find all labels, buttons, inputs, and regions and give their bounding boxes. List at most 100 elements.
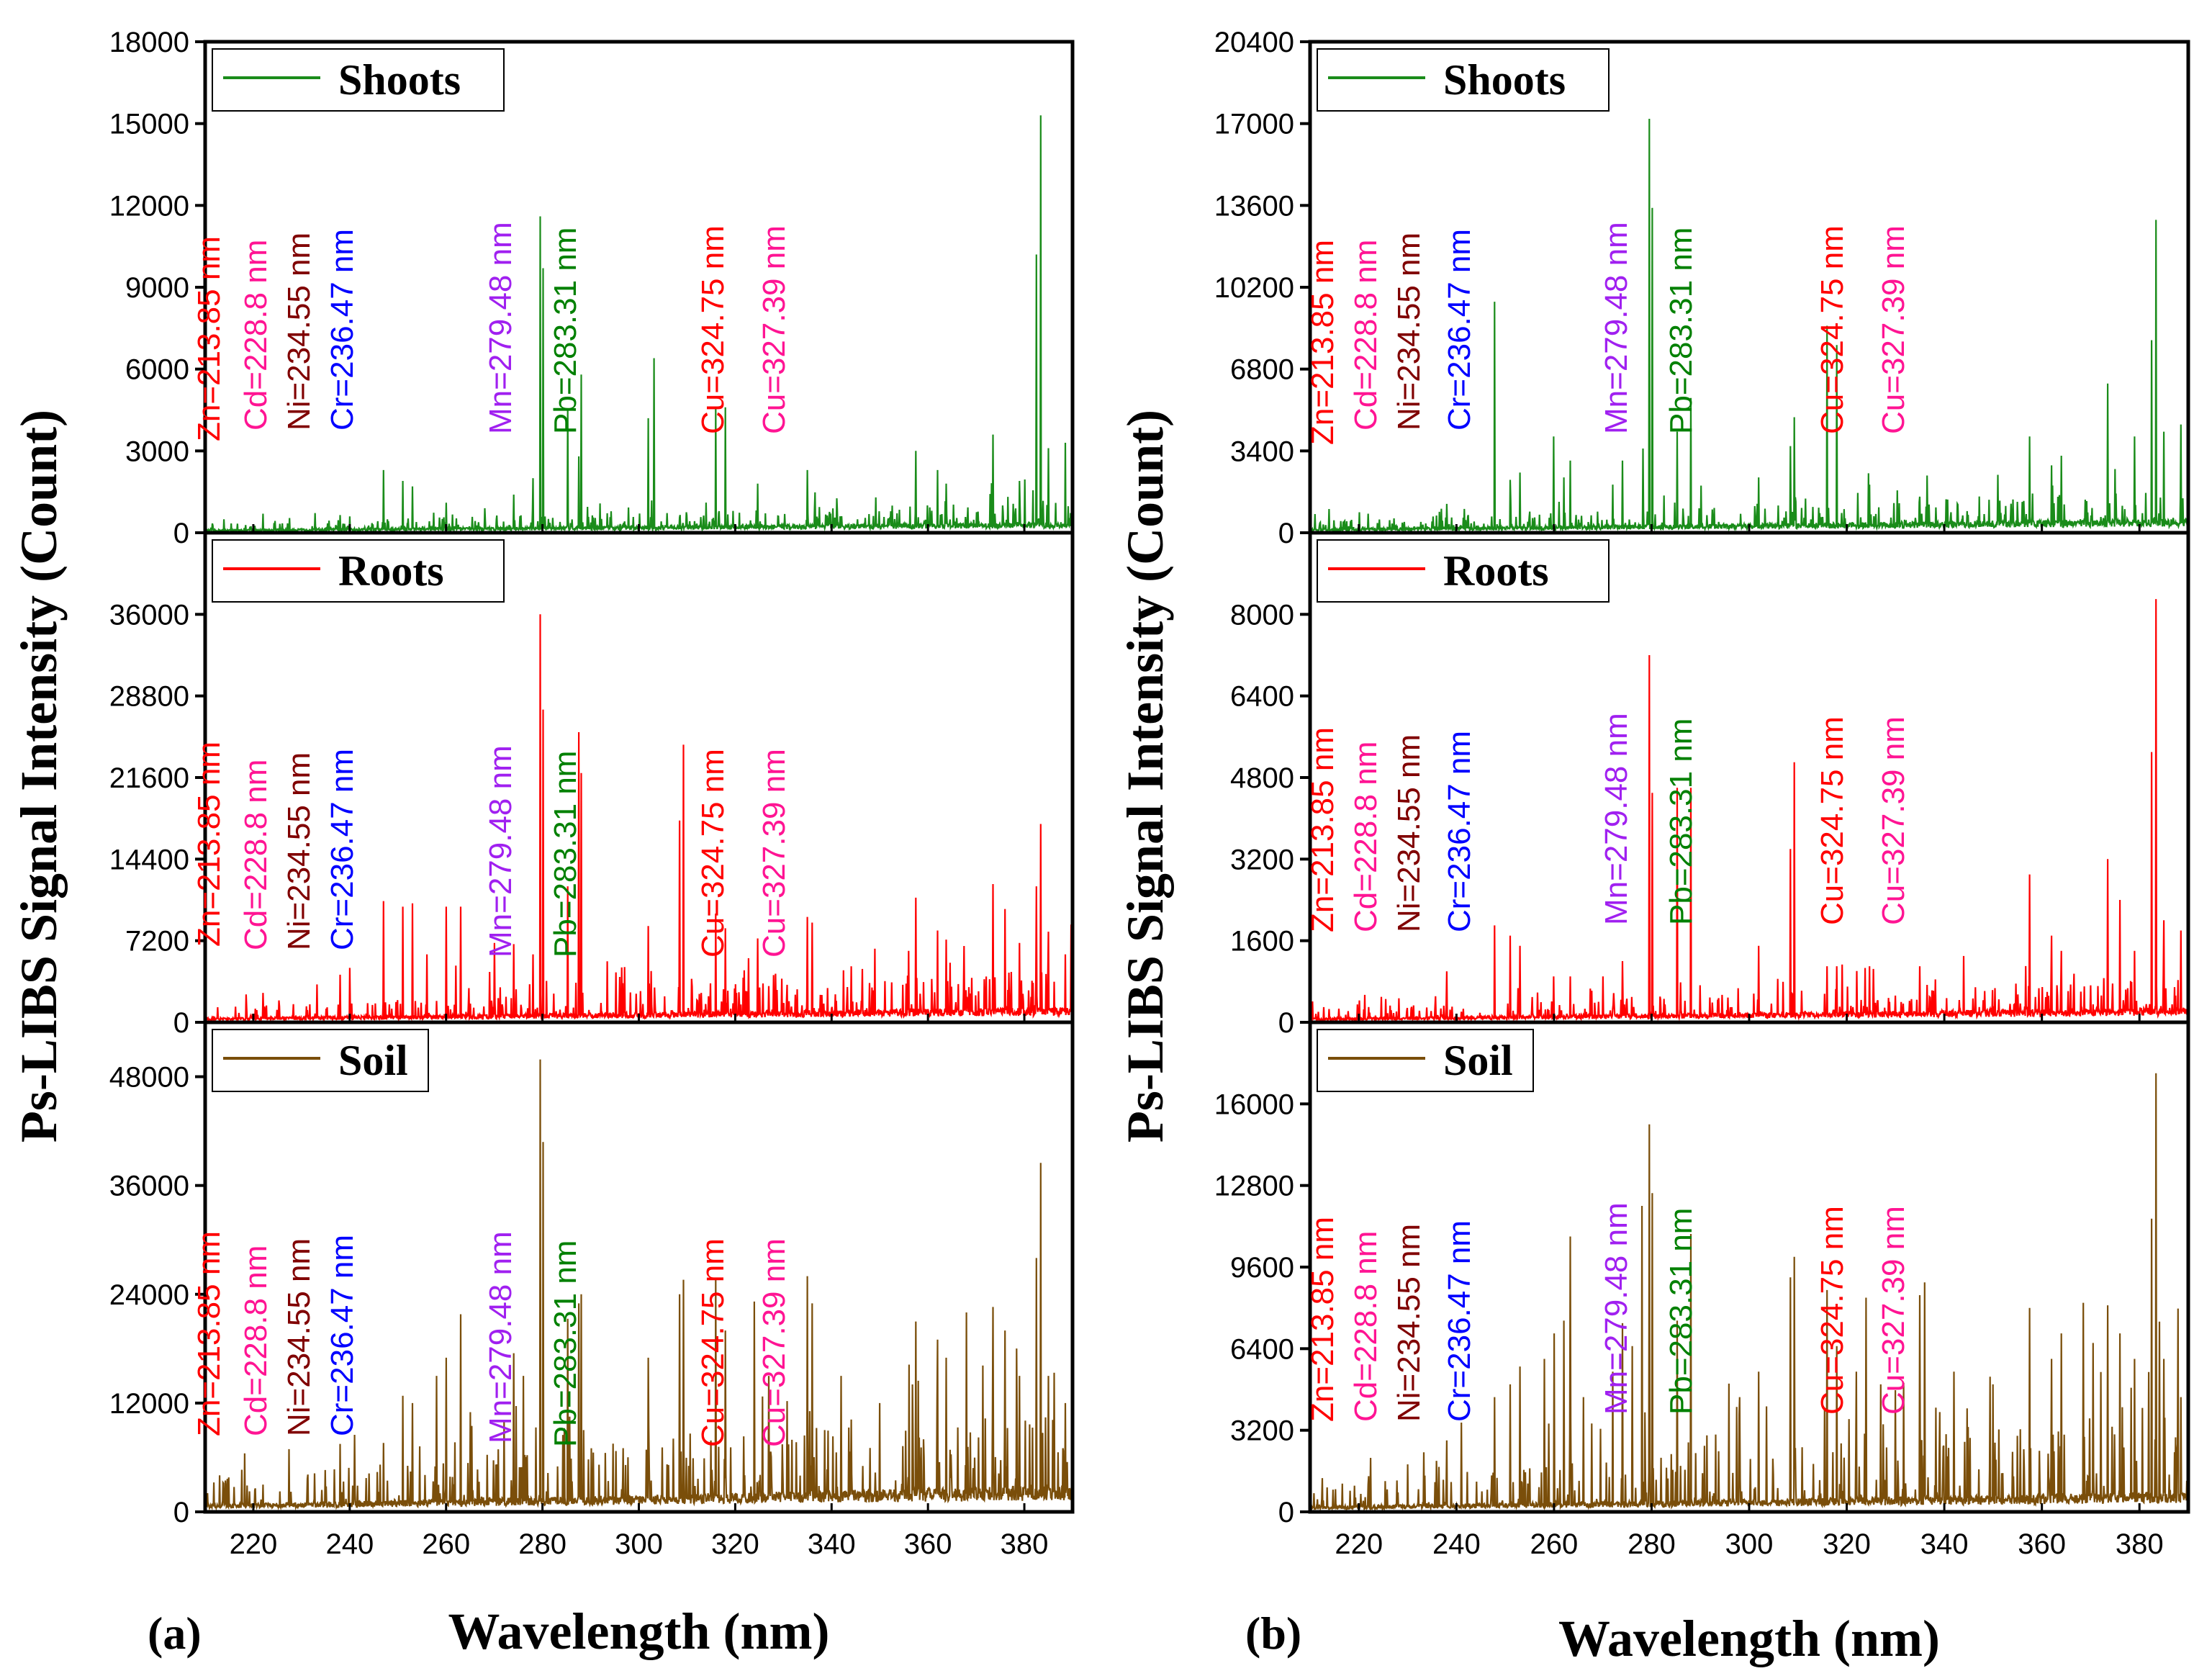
legend-label: Shoots [1443, 56, 1566, 104]
y-tick-label: 15000 [109, 109, 189, 140]
subplot-shoots: 0 3400 6800 10200 13600 17000 20400 Shoots Zn=21… [1214, 27, 2190, 549]
panel-label: (a) [148, 1608, 202, 1659]
y-tick-label: 36000 [109, 1171, 189, 1202]
y-axis-title: Ps-LIBS Signal Intensity (Count) [1116, 410, 1174, 1143]
x-tick-label: 280 [1628, 1528, 1676, 1560]
legend-shoots: Shoots [1317, 48, 1610, 112]
y-tick-label: 36000 [109, 599, 189, 631]
y-tick-label: 7200 [125, 926, 189, 958]
element-line-annotation: Ni=234.55 nm [281, 233, 317, 431]
y-tick-label: 12000 [109, 1388, 189, 1420]
subplot-roots: 0 1600 3200 4800 6400 8000 Roots Zn=213.85 nm Cd… [1230, 531, 2190, 1039]
subplot-soil: 0 12000 24000 36000 48000 Soil Zn=213.85 nm Cd=… [109, 1020, 1075, 1528]
element-line-annotation: Cr=236.47 nm [1442, 731, 1477, 932]
y-tick-label: 13600 [1214, 190, 1294, 222]
subplot-shoots: 0 3000 6000 9000 12000 15000 18000 Shoots Zn=213… [109, 27, 1075, 549]
element-line-annotation: Cu=324.75 nm [1815, 1206, 1850, 1415]
x-tick-label: 360 [2018, 1528, 2066, 1560]
subplot-roots: 0 7200 14400 21600 28800 36000 Roots Zn=213.85 … [109, 531, 1075, 1039]
element-line-annotation: Zn=213.85 nm [191, 742, 227, 947]
x-tick-label: 340 [1920, 1528, 1969, 1560]
element-line-annotation: Cu=324.75 nm [695, 225, 731, 434]
element-line-annotation: Ni=234.55 nm [281, 1238, 317, 1436]
element-line-annotation: Zn=213.85 nm [191, 1231, 227, 1436]
x-axis-title: Wavelength (nm) [448, 1603, 830, 1660]
y-tick-label: 28800 [109, 681, 189, 713]
element-line-annotation: Mn=279.48 nm [1599, 713, 1634, 925]
element-line-annotation: Zn=213.85 nm [1305, 240, 1340, 445]
element-line-annotation: Cd=228.8 nm [1348, 742, 1383, 932]
element-line-annotation: Pb=283.31 nm [548, 751, 583, 958]
x-tick-label: 220 [1335, 1528, 1383, 1560]
element-line-annotation: Cd=228.8 nm [1348, 1231, 1383, 1422]
element-line-annotation: Cu=327.39 nm [1876, 1206, 1911, 1415]
element-line-annotation: Cr=236.47 nm [1442, 1220, 1477, 1422]
element-line-annotation: Pb=283.31 nm [548, 227, 583, 434]
y-tick-label: 6400 [1230, 1333, 1294, 1365]
element-line-annotation: Cr=236.47 nm [325, 229, 360, 431]
legend-soil: Soil [1317, 1029, 1534, 1092]
legend-roots: Roots [212, 539, 505, 603]
legend-soil: Soil [212, 1029, 429, 1092]
legend-box [212, 539, 505, 603]
element-line-annotation: Cu=327.39 nm [757, 1238, 792, 1447]
x-tick-label: 260 [1530, 1528, 1579, 1560]
legend-label: Soil [338, 1037, 408, 1084]
element-line-annotation: Pb=283.31 nm [1663, 1208, 1699, 1415]
x-tick-label: 280 [518, 1528, 566, 1560]
element-line-annotation: Cr=236.47 nm [1442, 229, 1477, 431]
y-tick-label: 48000 [109, 1062, 189, 1094]
element-line-annotation: Cu=327.39 nm [1876, 716, 1911, 925]
y-tick-label: 20400 [1214, 27, 1294, 58]
y-tick-label: 6400 [1230, 681, 1294, 713]
x-tick-label: 320 [711, 1528, 759, 1560]
legend-box [1317, 1029, 1534, 1092]
x-tick-label: 240 [325, 1528, 374, 1560]
element-line-annotation: Cu=327.39 nm [757, 749, 792, 958]
y-tick-label: 14400 [109, 844, 189, 875]
x-tick-label: 380 [2116, 1528, 2164, 1560]
element-line-annotation: Zn=213.85 nm [1305, 727, 1340, 932]
x-tick-label: 380 [1001, 1528, 1049, 1560]
y-tick-label: 1600 [1230, 926, 1294, 958]
y-tick-label: 18000 [109, 27, 189, 58]
x-axis-title: Wavelength (nm) [1558, 1610, 1940, 1667]
element-line-annotation: Pb=283.31 nm [548, 1240, 583, 1447]
y-tick-label: 0 [1278, 1007, 1294, 1039]
legend-shoots: Shoots [212, 48, 505, 112]
y-tick-label: 9000 [125, 272, 189, 304]
x-tick-label: 240 [1432, 1528, 1481, 1560]
legend-label: Roots [338, 547, 444, 595]
element-line-annotation: Cd=228.8 nm [238, 240, 274, 431]
element-line-annotation: Cr=236.47 nm [325, 749, 360, 950]
element-line-annotation: Cd=228.8 nm [238, 760, 274, 950]
element-line-annotation: Ni=234.55 nm [1391, 233, 1427, 431]
y-tick-label: 6800 [1230, 354, 1294, 386]
y-tick-label: 24000 [109, 1279, 189, 1311]
element-line-annotation: Zn=213.85 nm [191, 236, 227, 441]
element-line-annotation: Mn=279.48 nm [1599, 222, 1634, 434]
element-line-annotation: Mn=279.48 nm [483, 222, 518, 434]
y-tick-label: 0 [1278, 518, 1294, 549]
element-line-annotation: Cd=228.8 nm [1348, 240, 1383, 431]
element-line-annotation: Ni=234.55 nm [281, 752, 317, 950]
y-tick-label: 0 [173, 1497, 189, 1528]
element-line-annotation: Mn=279.48 nm [483, 1231, 518, 1443]
y-tick-label: 9600 [1230, 1252, 1294, 1284]
element-line-annotation: Pb=283.31 nm [1663, 718, 1699, 925]
x-tick-label: 340 [808, 1528, 856, 1560]
legend-label: Soil [1443, 1037, 1513, 1084]
x-tick-label: 220 [230, 1528, 278, 1560]
y-tick-label: 12000 [109, 190, 189, 222]
y-tick-label: 10200 [1214, 272, 1294, 304]
x-tick-label: 360 [904, 1528, 952, 1560]
element-line-annotation: Cu=327.39 nm [1876, 225, 1911, 434]
legend-roots: Roots [1317, 539, 1610, 603]
legend-label: Shoots [338, 56, 461, 104]
y-tick-label: 6000 [125, 354, 189, 386]
panel-a: 0300060009000120001500018000ShootsZn=213… [10, 27, 1075, 1660]
element-line-annotation: Cu=324.75 nm [695, 1238, 731, 1447]
element-line-annotation: Mn=279.48 nm [483, 745, 518, 958]
